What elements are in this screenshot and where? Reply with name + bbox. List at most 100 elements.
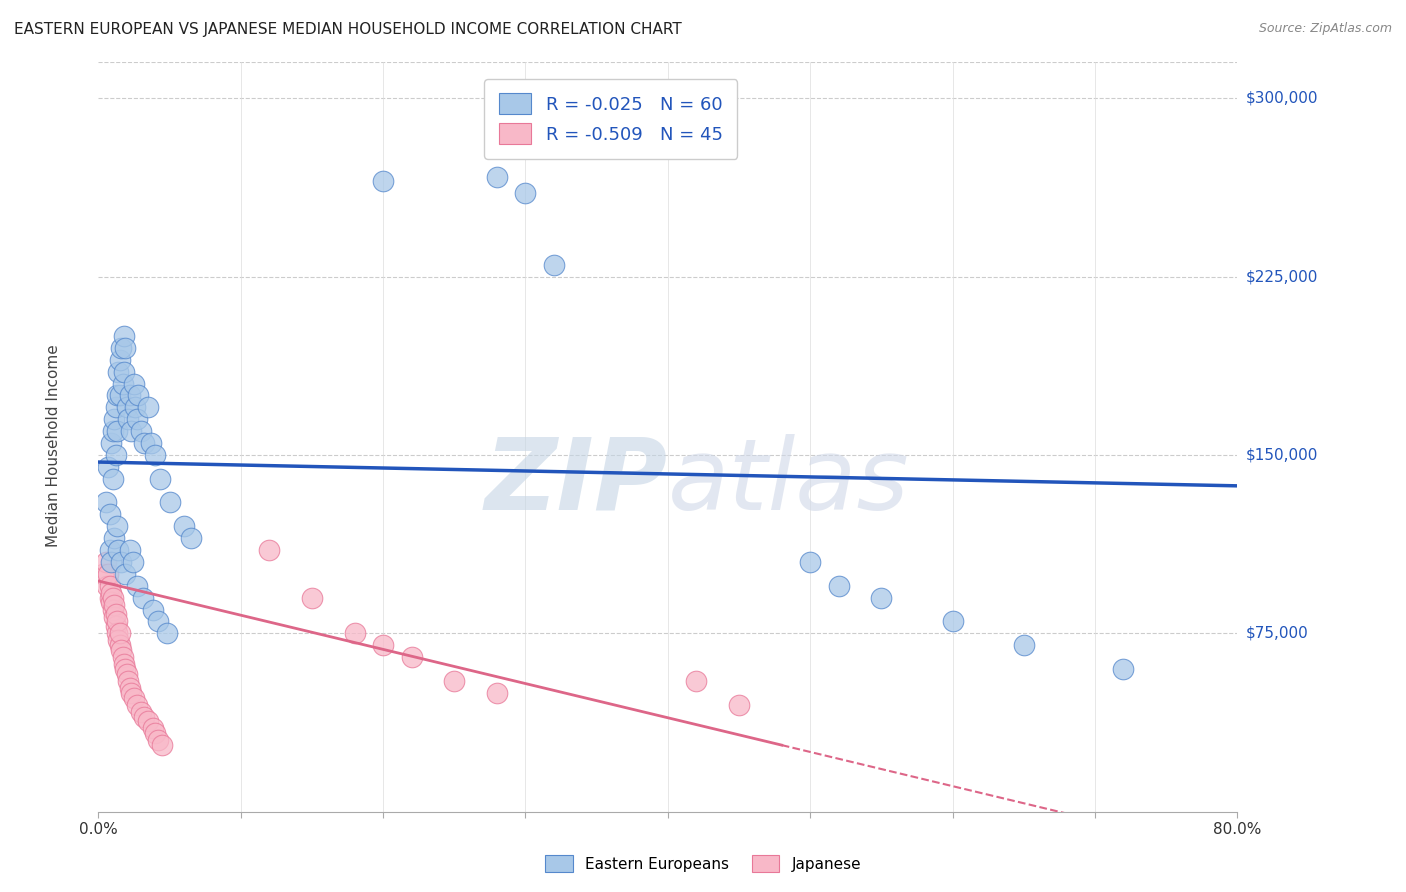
Point <box>259 543 281 558</box>
Point <box>107 543 129 558</box>
Point <box>486 169 509 184</box>
Point <box>98 508 121 522</box>
Point <box>107 365 129 379</box>
Point <box>799 555 821 569</box>
Point <box>515 186 537 201</box>
Point <box>105 424 128 438</box>
Point <box>180 531 202 545</box>
Point <box>112 329 135 343</box>
Point <box>139 436 162 450</box>
Point <box>121 555 143 569</box>
Point <box>100 595 122 609</box>
Point <box>108 626 131 640</box>
Text: $75,000: $75,000 <box>1246 626 1309 640</box>
Point <box>120 686 142 700</box>
Point <box>145 726 167 740</box>
Point <box>115 401 138 415</box>
Point <box>132 709 155 723</box>
Text: Source: ZipAtlas.com: Source: ZipAtlas.com <box>1258 22 1392 36</box>
Point <box>136 714 159 729</box>
Point <box>343 626 366 640</box>
Point <box>159 495 181 509</box>
Point <box>942 615 965 629</box>
Point <box>120 424 142 438</box>
Point <box>101 424 124 438</box>
Point <box>125 412 148 426</box>
Point <box>728 698 751 712</box>
Point <box>103 598 125 612</box>
Point <box>148 615 170 629</box>
Point <box>105 388 128 402</box>
Text: $225,000: $225,000 <box>1246 269 1319 284</box>
Point <box>373 174 395 188</box>
Point <box>118 681 141 695</box>
Legend: Eastern Europeans, Japanese: Eastern Europeans, Japanese <box>537 847 869 880</box>
Point <box>141 602 163 616</box>
Point <box>105 615 128 629</box>
Text: EASTERN EUROPEAN VS JAPANESE MEDIAN HOUSEHOLD INCOME CORRELATION CHART: EASTERN EUROPEAN VS JAPANESE MEDIAN HOUS… <box>14 22 682 37</box>
Point <box>122 690 145 705</box>
Point <box>103 412 125 426</box>
Point <box>136 401 159 415</box>
Legend: R = -0.025   N = 60, R = -0.509   N = 45: R = -0.025 N = 60, R = -0.509 N = 45 <box>485 79 737 159</box>
Text: $300,000: $300,000 <box>1246 91 1319 105</box>
Point <box>104 448 127 462</box>
Point <box>117 673 139 688</box>
Point <box>110 643 132 657</box>
Point <box>543 258 565 272</box>
Point <box>96 579 118 593</box>
Point <box>98 543 121 558</box>
Text: Median Household Income: Median Household Income <box>46 344 60 548</box>
Point <box>94 555 117 569</box>
Point <box>98 591 121 605</box>
Point <box>115 666 138 681</box>
Point <box>101 602 124 616</box>
Point <box>148 733 170 747</box>
Point <box>129 705 152 719</box>
Point <box>145 448 167 462</box>
Point <box>301 591 323 605</box>
Point <box>401 650 423 665</box>
Point <box>131 591 153 605</box>
Point <box>110 341 132 355</box>
Point <box>107 633 129 648</box>
Point <box>111 376 134 391</box>
Point <box>152 738 174 752</box>
Point <box>97 459 120 474</box>
Point <box>118 388 141 402</box>
Point <box>104 607 127 622</box>
Point <box>1012 638 1035 652</box>
Point <box>101 591 124 605</box>
Point <box>108 352 131 367</box>
Text: atlas: atlas <box>668 434 910 531</box>
Point <box>101 472 124 486</box>
Point <box>124 401 146 415</box>
Point <box>108 638 131 652</box>
Point <box>103 609 125 624</box>
Point <box>149 472 172 486</box>
Point <box>105 626 128 640</box>
Point <box>112 365 135 379</box>
Point <box>122 376 145 391</box>
Point <box>125 698 148 712</box>
Point <box>105 519 128 533</box>
Point <box>114 662 136 676</box>
Point <box>94 495 117 509</box>
Point <box>141 722 163 736</box>
Point <box>114 566 136 581</box>
Point <box>156 626 179 640</box>
Point <box>129 424 152 438</box>
Point <box>91 566 114 581</box>
Text: ZIP: ZIP <box>485 434 668 531</box>
Point <box>104 401 127 415</box>
Text: $150,000: $150,000 <box>1246 448 1319 462</box>
Point <box>486 686 509 700</box>
Point <box>870 591 893 605</box>
Point <box>127 388 149 402</box>
Point <box>117 412 139 426</box>
Point <box>100 555 122 569</box>
Point <box>173 519 195 533</box>
Point <box>110 555 132 569</box>
Point <box>114 341 136 355</box>
Point <box>103 531 125 545</box>
